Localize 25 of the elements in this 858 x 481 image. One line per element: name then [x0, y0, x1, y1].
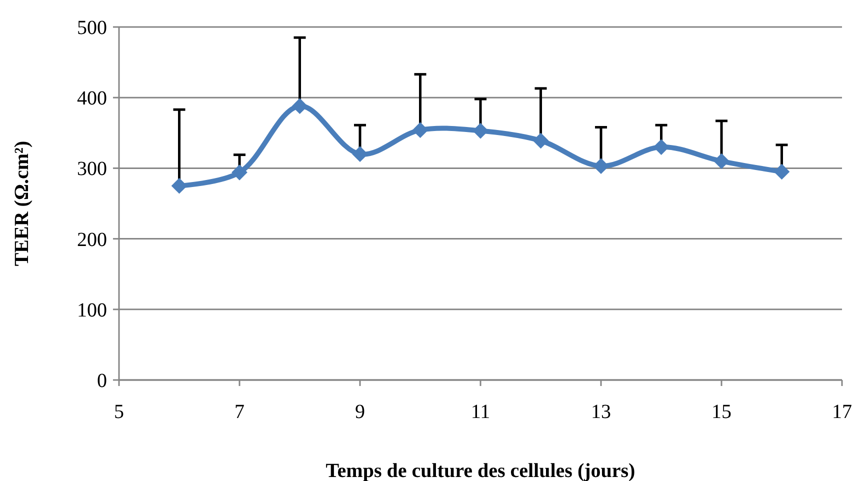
- x-tick-label: 15: [712, 401, 732, 423]
- point: [292, 98, 308, 114]
- point: [472, 122, 488, 139]
- y-tick-label: 300: [77, 158, 107, 180]
- x-tick-label: 17: [832, 401, 852, 423]
- y-axis-title: TEER (Ω.cm²): [11, 140, 33, 266]
- x-tick-label: 7: [234, 401, 244, 423]
- x-tick-label: 11: [470, 401, 490, 423]
- x-tick-label: 5: [114, 401, 124, 423]
- y-tick-label: 200: [77, 228, 107, 251]
- y-tick-label: 500: [77, 17, 107, 39]
- point: [714, 153, 730, 170]
- x-tick-label: 13: [591, 401, 611, 423]
- point: [593, 158, 609, 174]
- point: [412, 122, 428, 138]
- y-tick-label: 100: [77, 299, 107, 322]
- y-tick-label: 400: [77, 88, 107, 110]
- x-tick-label: 9: [355, 401, 365, 423]
- point: [352, 146, 368, 162]
- point: [232, 164, 248, 180]
- point: [532, 132, 549, 149]
- point: [171, 178, 188, 194]
- point: [774, 164, 790, 180]
- y-tick-label: 0: [97, 370, 107, 392]
- x-axis-title: Temps de culture des cellules (jours): [326, 460, 636, 481]
